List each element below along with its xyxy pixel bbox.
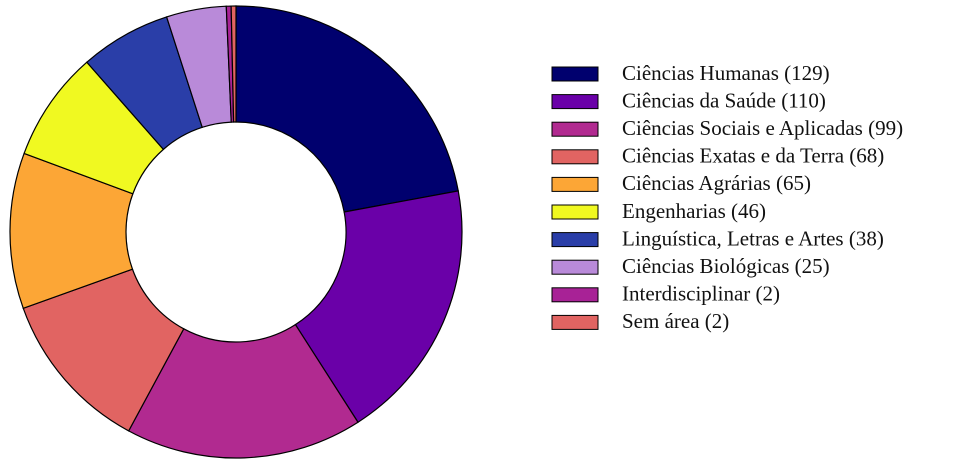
legend-label: Ciências Agrárias (65) [622,171,811,195]
legend-swatch [551,94,599,110]
legend-label: Sem área (2) [622,309,729,333]
legend-label: Ciências Humanas (129) [622,61,830,85]
donut-slice [235,5,459,213]
legend-swatch [551,232,599,248]
legend-swatch [551,66,599,82]
donut-slice [127,323,359,459]
legend-swatch [551,149,599,165]
legend-label: Ciências Biológicas (25) [622,254,830,278]
legend-swatch [551,259,599,275]
legend-label: Linguística, Letras e Artes (38) [622,226,884,250]
donut-slice [294,190,463,424]
legend-label: Ciências Exatas e da Terra (68) [622,144,884,168]
legend-swatch [551,121,599,137]
legend-swatch [551,287,599,303]
legend-swatch [551,314,599,330]
legend-swatch [551,176,599,192]
legend-swatch [551,204,599,220]
legend-label: Engenharias (46) [622,199,766,223]
legend-label: Ciências Sociais e Aplicadas (99) [622,116,903,140]
donut-slice [230,5,237,123]
legend-label: Ciências da Saúde (110) [622,88,826,112]
legend-label: Interdisciplinar (2) [622,282,780,306]
